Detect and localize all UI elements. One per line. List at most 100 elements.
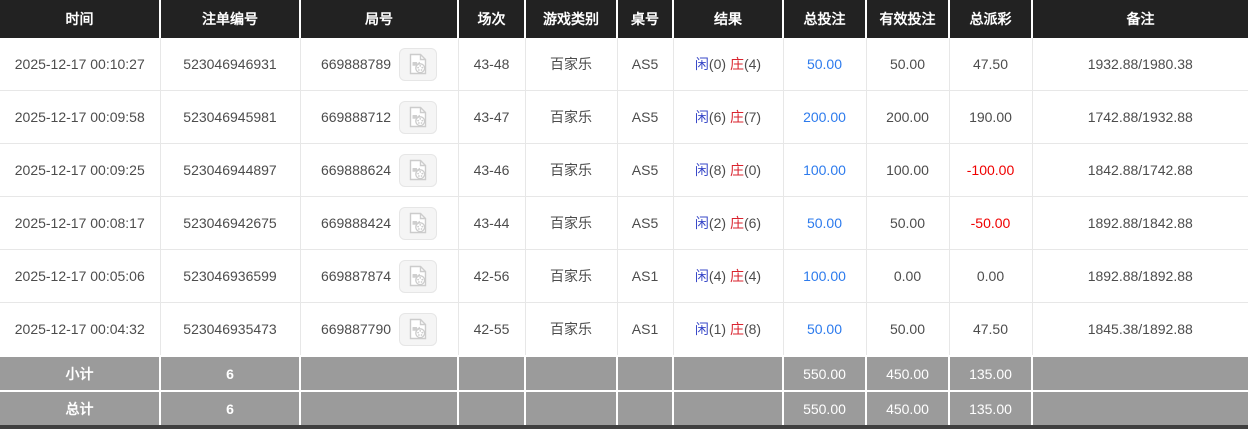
- grand-total-empty: [673, 390, 784, 425]
- col-header-game-type: 游戏类别: [525, 0, 618, 38]
- table-row: 2025-12-17 00:04:32 523046935473 6698877…: [0, 302, 1248, 356]
- cell-remark: 1932.88/1980.38: [1032, 38, 1248, 91]
- cell-total-bet: 50.00: [783, 38, 867, 91]
- video-replay-button[interactable]: [399, 259, 438, 293]
- cell-valid-bet: 0.00: [866, 249, 950, 303]
- cell-remark: 1845.38/1892.88: [1032, 302, 1248, 356]
- header-row: 时间 注单编号 局号 场次 游戏类别 桌号 结果 总投注 有效投注 总派彩 备注: [0, 0, 1248, 38]
- bottom-bar: [0, 425, 1248, 429]
- banker-result-label: 庄: [729, 321, 744, 337]
- cell-game-type: 百家乐: [525, 90, 618, 144]
- col-header-remark: 备注: [1032, 0, 1248, 38]
- subtotal-empty: [300, 355, 459, 391]
- round-number: 669888624: [320, 162, 392, 178]
- cell-table-no: AS5: [617, 143, 674, 197]
- table-row: 2025-12-17 00:05:06 523046936599 6698878…: [0, 249, 1248, 303]
- cell-bet-id: 523046946931: [160, 38, 301, 91]
- cell-payout: -100.00: [949, 143, 1033, 197]
- player-result-label: 闲: [694, 321, 709, 337]
- video-film-reel-icon: [409, 53, 427, 75]
- grand-total-payout: 135.00: [949, 390, 1033, 425]
- cell-result: 闲(6) 庄(7): [673, 90, 784, 144]
- player-result-count: (1): [708, 321, 727, 337]
- player-result-count: (8): [708, 162, 727, 178]
- cell-remark: 1842.88/1742.88: [1032, 143, 1248, 197]
- video-replay-button[interactable]: [399, 47, 438, 81]
- subtotal-empty: [673, 355, 784, 391]
- table-body: 2025-12-17 00:10:27 523046946931 6698887…: [0, 38, 1248, 356]
- banker-result-count: (8): [743, 321, 762, 337]
- cell-remark: 1892.88/1842.88: [1032, 196, 1248, 250]
- cell-session: 42-55: [458, 302, 526, 356]
- col-header-round-no: 局号: [300, 0, 459, 38]
- cell-round-no: 669888424: [300, 196, 459, 250]
- cell-total-bet: 200.00: [783, 90, 867, 144]
- cell-game-type: 百家乐: [525, 302, 618, 356]
- subtotal-empty: [617, 355, 674, 391]
- round-number: 669888712: [320, 109, 392, 125]
- cell-bet-id: 523046942675: [160, 196, 301, 250]
- cell-bet-id: 523046945981: [160, 90, 301, 144]
- grand-total-row: 总计 6 550.00 450.00 135.00: [0, 390, 1248, 425]
- banker-result-count: (6): [743, 215, 762, 231]
- banker-result-label: 庄: [729, 109, 744, 125]
- round-number: 669888424: [320, 215, 392, 231]
- grand-total-label: 总计: [0, 390, 161, 425]
- col-header-result: 结果: [673, 0, 784, 38]
- player-result-label: 闲: [694, 162, 709, 178]
- player-result-label: 闲: [694, 56, 709, 72]
- subtotal-valid-bet: 450.00: [866, 355, 950, 391]
- video-film-reel-icon: [409, 318, 427, 340]
- player-result-count: (4): [708, 268, 727, 284]
- grand-total-empty: [525, 390, 618, 425]
- subtotal-empty: [525, 355, 618, 391]
- grand-total-empty: [1032, 390, 1248, 425]
- cell-remark: 1892.88/1892.88: [1032, 249, 1248, 303]
- col-header-time: 时间: [0, 0, 161, 38]
- cell-payout: 190.00: [949, 90, 1033, 144]
- banker-result-label: 庄: [729, 268, 744, 284]
- table-row: 2025-12-17 00:09:25 523046944897 6698886…: [0, 143, 1248, 197]
- player-result-label: 闲: [694, 215, 709, 231]
- grand-total-empty: [617, 390, 674, 425]
- cell-bet-id: 523046944897: [160, 143, 301, 197]
- col-header-total-bet: 总投注: [783, 0, 867, 38]
- cell-result: 闲(1) 庄(8): [673, 302, 784, 356]
- grand-total-empty: [458, 390, 526, 425]
- cell-table-no: AS1: [617, 249, 674, 303]
- subtotal-payout: 135.00: [949, 355, 1033, 391]
- cell-round-no: 669887790: [300, 302, 459, 356]
- round-number: 669888789: [320, 56, 392, 72]
- banker-result-count: (4): [743, 268, 762, 284]
- cell-time: 2025-12-17 00:09:25: [0, 143, 161, 197]
- video-replay-button[interactable]: [399, 206, 438, 240]
- banker-result-label: 庄: [729, 56, 744, 72]
- player-result-count: (0): [708, 56, 727, 72]
- cell-round-no: 669888712: [300, 90, 459, 144]
- cell-bet-id: 523046936599: [160, 249, 301, 303]
- video-film-reel-icon: [409, 106, 427, 128]
- table-row: 2025-12-17 00:08:17 523046942675 6698884…: [0, 196, 1248, 250]
- col-header-valid-bet: 有效投注: [866, 0, 950, 38]
- cell-payout: 47.50: [949, 38, 1033, 91]
- video-replay-button[interactable]: [399, 100, 438, 134]
- subtotal-total-bet: 550.00: [783, 355, 867, 391]
- cell-payout: -50.00: [949, 196, 1033, 250]
- grand-total-empty: [300, 390, 459, 425]
- cell-result: 闲(0) 庄(4): [673, 38, 784, 91]
- cell-bet-id: 523046935473: [160, 302, 301, 356]
- round-number: 669887874: [320, 268, 392, 284]
- video-replay-button[interactable]: [399, 312, 438, 346]
- cell-game-type: 百家乐: [525, 196, 618, 250]
- subtotal-row: 小计 6 550.00 450.00 135.00: [0, 355, 1248, 391]
- player-result-count: (2): [708, 215, 727, 231]
- table-footer: 小计 6 550.00 450.00 135.00 总计 6: [0, 355, 1248, 425]
- grand-total-count: 6: [160, 390, 301, 425]
- cell-result: 闲(2) 庄(6): [673, 196, 784, 250]
- table-header: 时间 注单编号 局号 场次 游戏类别 桌号 结果 总投注 有效投注 总派彩 备注: [0, 0, 1248, 38]
- round-number: 669887790: [320, 321, 392, 337]
- cell-total-bet: 50.00: [783, 302, 867, 356]
- col-header-payout: 总派彩: [949, 0, 1033, 38]
- video-replay-button[interactable]: [399, 153, 438, 187]
